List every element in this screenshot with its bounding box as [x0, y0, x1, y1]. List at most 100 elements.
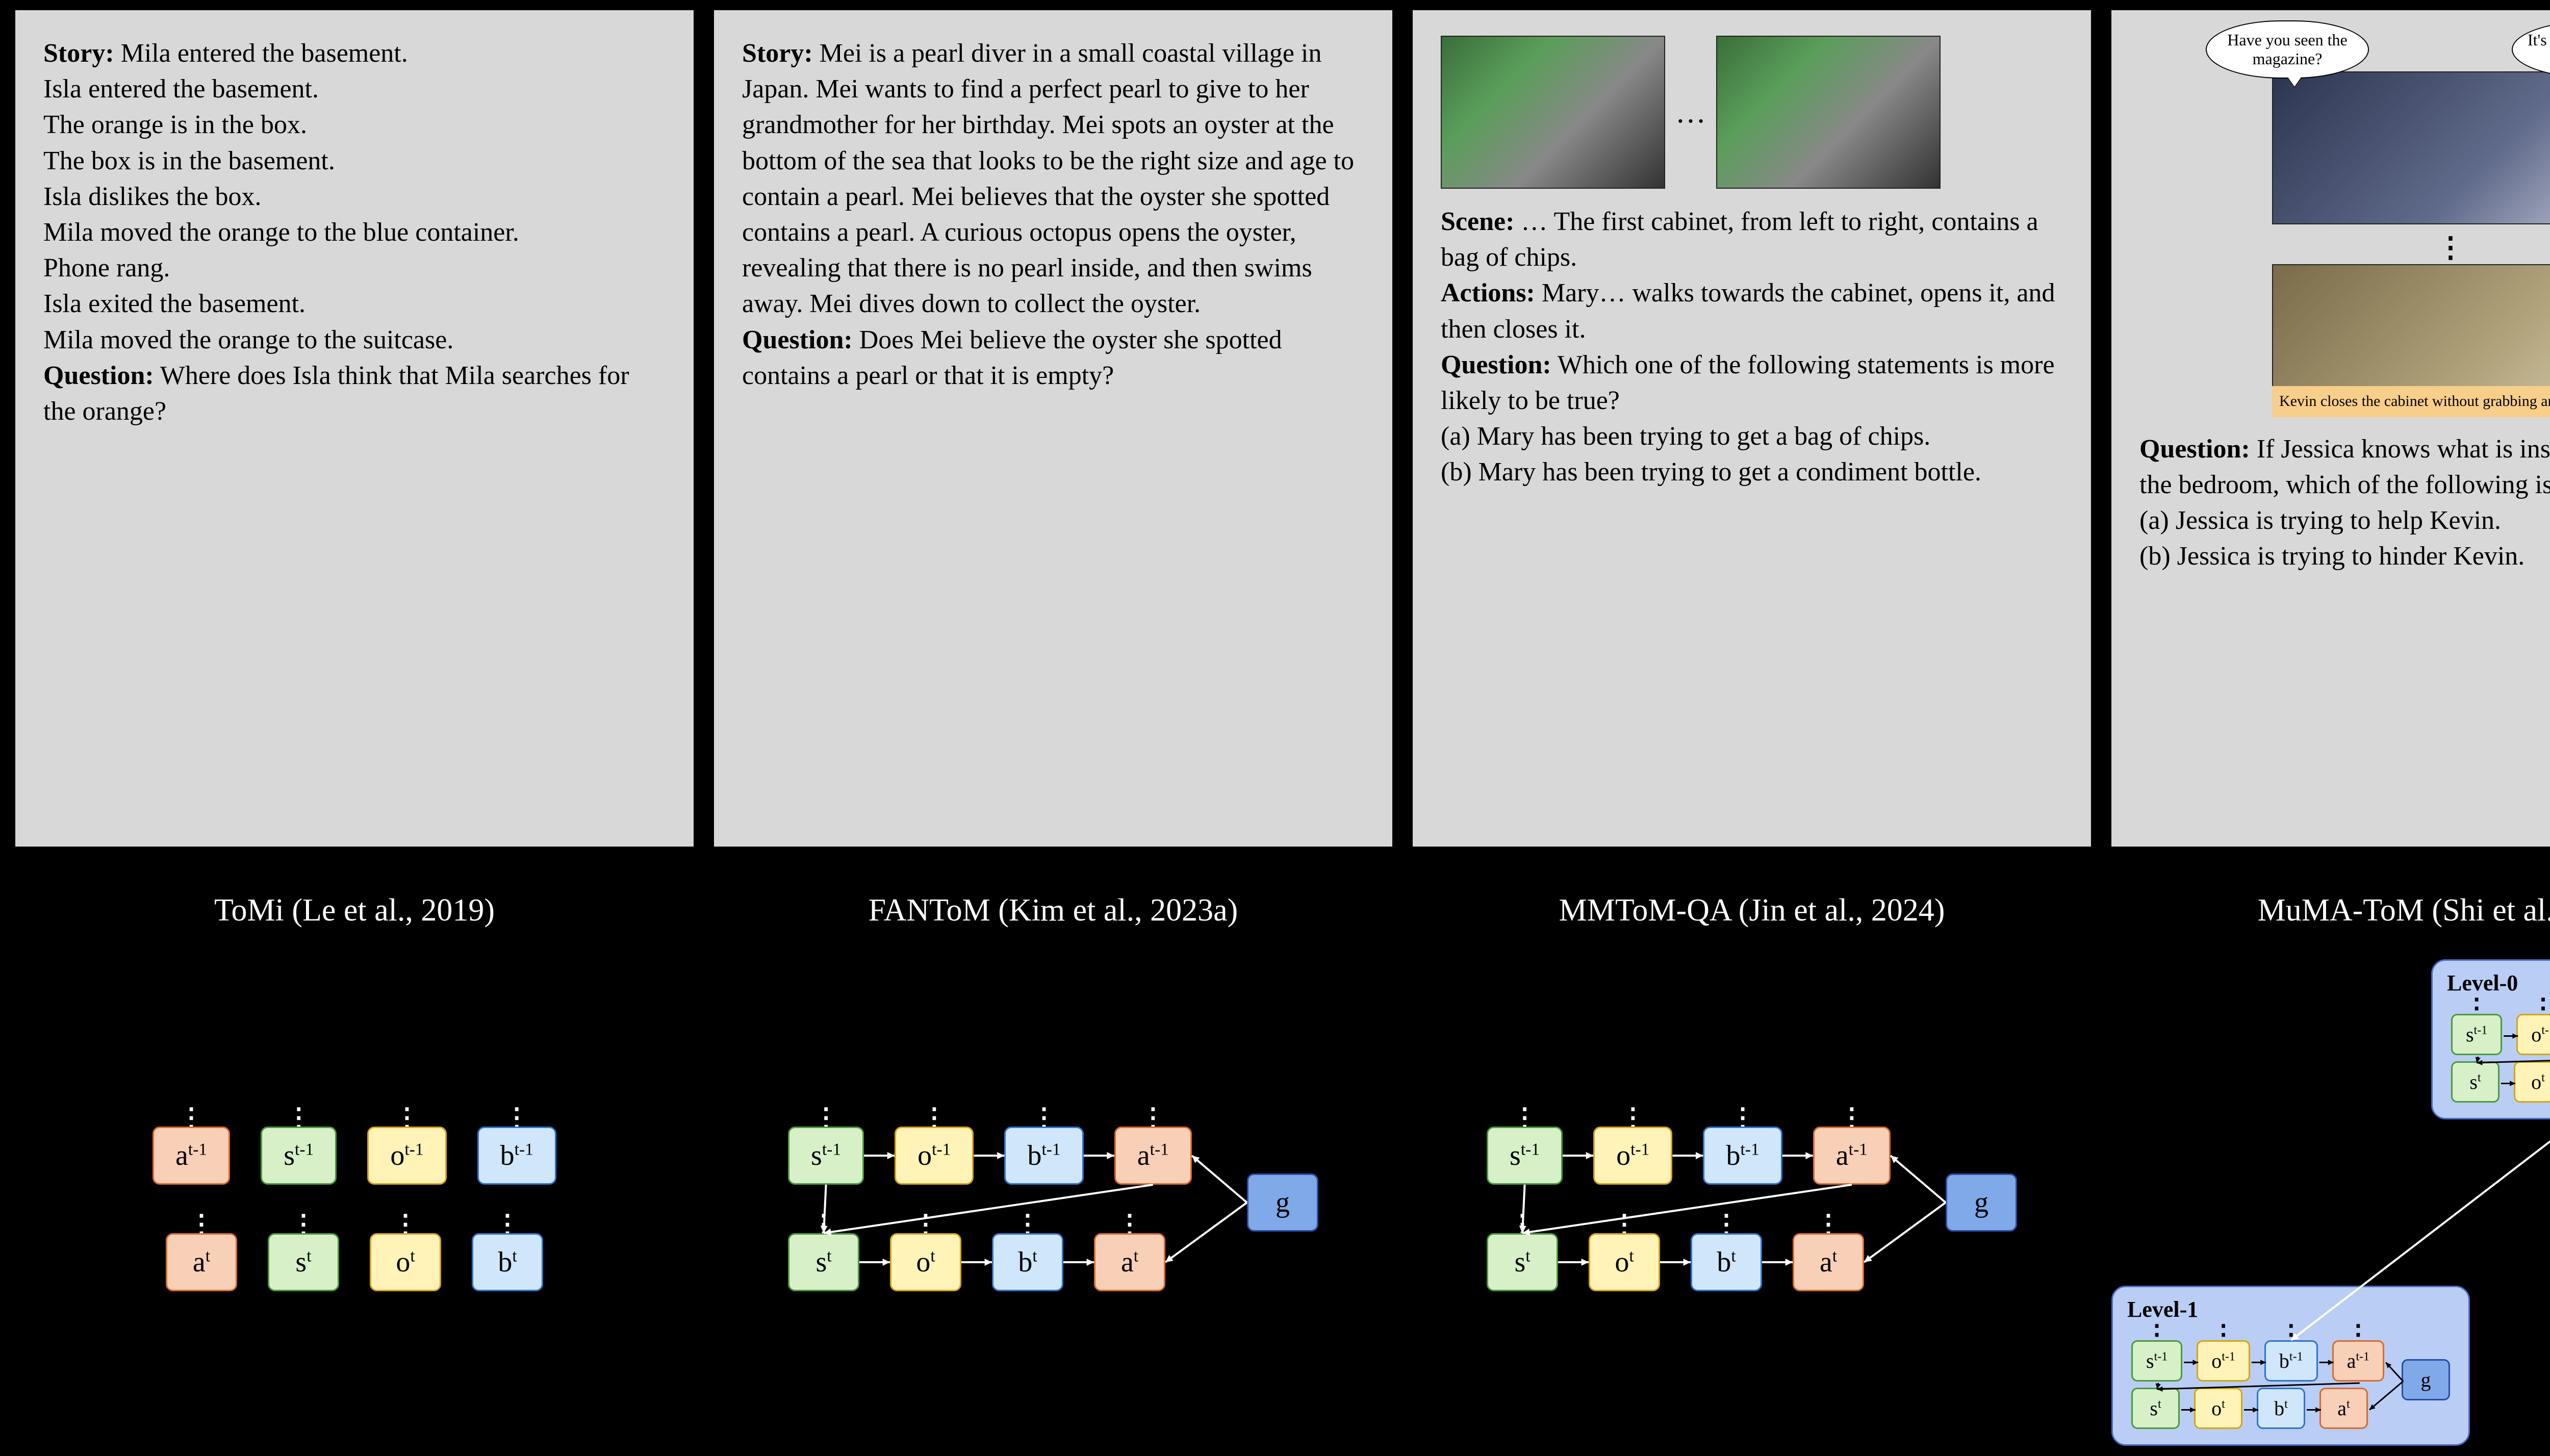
scene-body: … The first cabinet, from left to right,…: [1441, 207, 2038, 272]
card-3: … Scene: … The first cabinet, from left …: [1413, 10, 2091, 847]
figure-container: Story: Mila entered the basement. Isla e…: [0, 0, 2550, 1456]
vdots-icon: ⋮: [189, 1220, 214, 1228]
node-a: at: [1793, 1233, 1864, 1291]
node-b: bt: [2257, 1388, 2305, 1429]
node-a: at-1: [2332, 1340, 2384, 1382]
vdots-icon: ⋮: [2139, 240, 2550, 257]
vdots-icon: ⋮: [2345, 1331, 2371, 1338]
node-s: st-1: [788, 1127, 864, 1185]
card-4: Have you seen the magazine? It's in the …: [2111, 10, 2550, 847]
vdots-icon: ⋮: [1117, 1220, 1142, 1228]
node-s: st: [788, 1233, 859, 1291]
vdots-icon: ⋮: [813, 1114, 839, 1121]
vdots-icon: ⋮: [1512, 1114, 1538, 1121]
card-2: Story: Mei is a pearl diver in a small c…: [714, 10, 1392, 847]
story-label: Story:: [43, 39, 114, 68]
actions-label: Actions:: [1441, 278, 1535, 308]
node-b: bt: [1691, 1233, 1762, 1291]
node-g: g: [1247, 1173, 1318, 1232]
question-label: Question:: [43, 361, 154, 390]
story-label: Story:: [742, 39, 813, 68]
title-2: FANToM (Kim et al., 2023a): [714, 892, 1392, 929]
question-label: Question:: [742, 325, 853, 354]
scene-image-bottom: Kevin closes the cabinet without grabbin…: [2272, 264, 2550, 417]
node-a: at: [166, 1233, 237, 1291]
diagram-1: ⋮at-1⋮st-1⋮ot-1⋮bt-1⋮at⋮st⋮ot⋮bt: [15, 959, 694, 1446]
diagram-3: ⋮st-1⋮ot-1⋮bt-1⋮at-1⋮st⋮ot⋮bt⋮atg: [1413, 959, 2091, 1446]
level-box: Level-1⋮st-1⋮ot-1⋮bt-1⋮at-1stotbtatg: [2111, 1286, 2470, 1446]
node-o: ot: [1589, 1233, 1660, 1291]
node-a: at-1: [1114, 1127, 1192, 1185]
vdots-icon: ⋮: [2531, 1004, 2550, 1012]
node-b: bt: [472, 1233, 543, 1291]
col-1: Story: Mila entered the basement. Isla e…: [15, 10, 694, 1446]
speech-2: It's in the cabinet in the bedroom.: [2512, 20, 2550, 79]
node-o: ot-1: [1593, 1127, 1672, 1185]
vdots-icon: ⋮: [393, 1220, 418, 1228]
vdots-icon: ⋮: [2144, 1331, 2170, 1338]
col-2: Story: Mei is a pearl diver in a small c…: [714, 10, 1392, 1446]
vdots-icon: ⋮: [1714, 1220, 1739, 1228]
node-a: at: [1094, 1233, 1165, 1291]
vdots-icon: ⋮: [811, 1220, 836, 1228]
scene-image-top: [2272, 71, 2550, 224]
level-box: Level-0⋮st-1⋮ot-1⋮bt-1⋮at-1stotbtatg: [2431, 959, 2550, 1119]
scene-image-2: [1716, 36, 1941, 189]
node-g: g: [2402, 1359, 2450, 1400]
node-s: st: [2131, 1388, 2180, 1429]
node-s: st-1: [2131, 1340, 2182, 1382]
diagram-2: ⋮ st-1 ⋮ ot-1 ⋮ bt-1 ⋮ at-1 ⋮ st ⋮ ot ⋮ bt ⋮ at g: [714, 959, 1392, 1446]
node-o: ot-1: [2197, 1340, 2250, 1382]
node-o: ot: [2194, 1388, 2242, 1429]
vdots-icon: ⋮: [913, 1220, 938, 1228]
vdots-icon: ⋮: [1031, 1114, 1057, 1121]
node-s: st: [2451, 1061, 2500, 1103]
vdots-icon: ⋮: [1510, 1220, 1535, 1228]
diagram-4: Level-0⋮st-1⋮ot-1⋮bt-1⋮at-1stotbtatgLeve…: [2111, 959, 2550, 1446]
vdots-icon: ⋮: [291, 1220, 316, 1228]
col-4: Have you seen the magazine? It's in the …: [2111, 10, 2550, 1446]
node-s: st: [1487, 1233, 1558, 1291]
card-1: Story: Mila entered the basement. Isla e…: [15, 10, 694, 847]
vdots-icon: ⋮: [922, 1114, 947, 1121]
node-b: bt: [992, 1233, 1063, 1291]
vdots-icon: ⋮: [286, 1114, 312, 1121]
node-s: st-1: [261, 1127, 337, 1185]
title-4: MuMA-ToM (Shi et al., 2025): [2111, 892, 2550, 929]
vdots-icon: ⋮: [1620, 1114, 1646, 1121]
node-o: ot: [890, 1233, 961, 1291]
vdots-icon: ⋮: [1140, 1114, 1166, 1121]
node-s: st-1: [2451, 1014, 2502, 1055]
vdots-icon: ⋮: [495, 1220, 520, 1228]
vdots-icon: ⋮: [394, 1114, 420, 1121]
node-a: at-1: [1813, 1127, 1891, 1185]
vdots-icon: ⋮: [2278, 1331, 2304, 1338]
vdots-icon: ⋮: [1816, 1220, 1841, 1228]
story-body: Mei is a pearl diver in a small coastal …: [742, 39, 1354, 318]
node-a: at: [2319, 1388, 2368, 1429]
scene-image-1: [1441, 36, 1665, 189]
node-o: ot-1: [895, 1127, 974, 1185]
question-label: Question:: [2139, 435, 2250, 464]
node-s: st-1: [1487, 1127, 1563, 1185]
node-o: ot: [2514, 1061, 2550, 1103]
node-b: bt-1: [477, 1127, 556, 1185]
level-label: Level-0: [2447, 970, 2518, 996]
vdots-icon: ⋮: [2464, 1004, 2489, 1012]
node-b: bt-1: [1703, 1127, 1782, 1185]
title-1: ToMi (Le et al., 2019): [15, 892, 694, 929]
speech-bubbles: Have you seen the magazine? It's in the …: [2139, 20, 2550, 79]
story-body: Mila entered the basement. Isla entered …: [43, 39, 519, 354]
title-3: MMToM-QA (Jin et al., 2024): [1413, 892, 2091, 929]
ellipsis: …: [1675, 92, 1706, 133]
col-3: … Scene: … The first cabinet, from left …: [1413, 10, 2091, 1446]
vdots-icon: ⋮: [1015, 1220, 1040, 1228]
image-caption: Kevin closes the cabinet without grabbin…: [2272, 386, 2550, 417]
node-s: st: [268, 1233, 339, 1291]
node-b: bt-1: [2264, 1340, 2318, 1382]
image-row: …: [1441, 36, 2063, 189]
vdots-icon: ⋮: [1730, 1114, 1755, 1121]
node-b: bt-1: [1004, 1127, 1083, 1185]
node-g: g: [1946, 1173, 2017, 1232]
node-a: at-1: [152, 1127, 230, 1185]
